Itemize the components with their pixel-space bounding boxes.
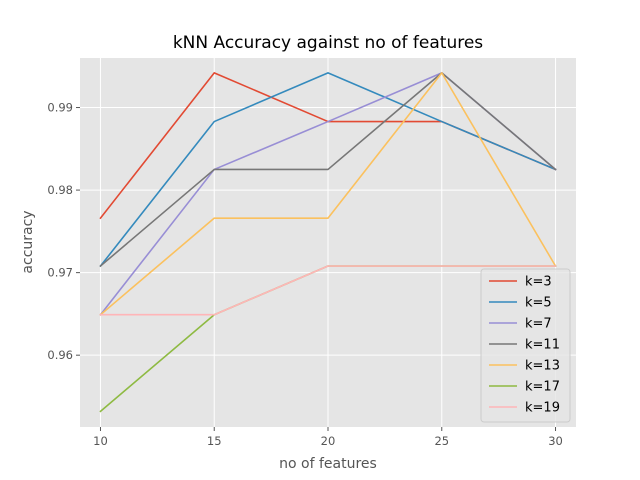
x-tick-label: 15	[207, 434, 222, 448]
x-tick-label: 20	[321, 434, 336, 448]
y-axis-label: accuracy	[20, 210, 36, 273]
x-tick-label: 30	[548, 434, 563, 448]
legend-label: k=5	[525, 296, 552, 311]
x-ticks: 10 15 20 25 30	[93, 427, 563, 448]
y-tick-label: 0.97	[47, 266, 73, 280]
y-tick-label: 0.99	[47, 101, 73, 115]
x-tick-label: 25	[434, 434, 449, 448]
legend-box	[480, 268, 571, 423]
y-tick-label: 0.96	[47, 348, 73, 362]
legend-label: k=7	[525, 317, 552, 332]
legend: k=3 k=5 k=7 k=11 k=13 k=17 k=19	[480, 268, 571, 423]
x-axis-label: no of features	[279, 456, 377, 472]
series-line-k-11	[99, 72, 557, 268]
x-tick-label: 10	[93, 434, 108, 448]
legend-label: k=17	[525, 380, 560, 395]
legend-label: k=13	[525, 359, 560, 374]
series-line-k-19	[99, 265, 557, 316]
series-layer	[99, 72, 557, 413]
y-tick-label: 0.98	[47, 183, 73, 197]
legend-label: k=3	[525, 275, 552, 290]
chart-title: kNN Accuracy against no of features	[173, 33, 483, 53]
legend-label: k=19	[525, 401, 560, 416]
y-ticks: 0.96 0.97 0.98 0.99	[47, 101, 80, 362]
series-line-k-13	[99, 72, 557, 316]
legend-label: k=11	[525, 338, 560, 353]
